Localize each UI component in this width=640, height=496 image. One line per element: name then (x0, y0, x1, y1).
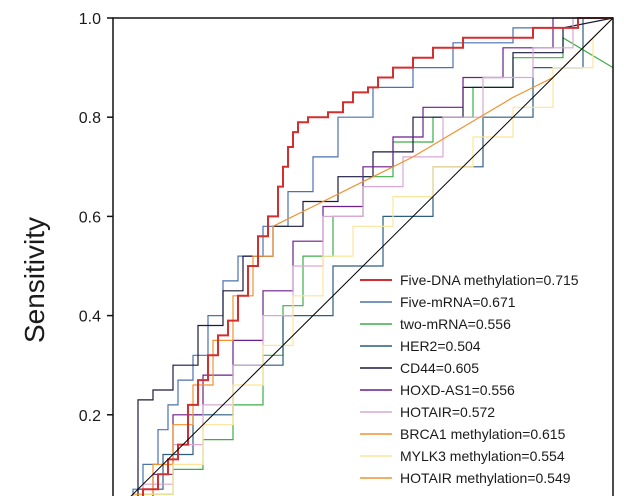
plot-frame (112, 17, 614, 496)
legend-label: BRCA1 methylation=0.615 (400, 426, 566, 442)
series-line-4 (137, 17, 613, 496)
legend-label: two-mRNA=0.556 (400, 316, 511, 332)
legend-label: CD44=0.605 (400, 360, 479, 376)
series-line-9 (142, 17, 614, 496)
legend-label: HOTAIR methylation=0.549 (400, 470, 571, 486)
y-tick-label: 0.6 (79, 209, 101, 226)
y-tick-label: 1.0 (79, 11, 101, 28)
legend-label: HOTAIR=0.572 (400, 404, 495, 420)
y-axis-title: Sensitivity (19, 217, 50, 343)
legend-label: Five-mRNA=0.671 (400, 294, 516, 310)
y-tick-label: 0.8 (79, 110, 101, 127)
legend-label: HER2=0.504 (400, 338, 481, 354)
legend: Five-DNA methylation=0.715 Five-mRNA=0.67… (360, 272, 579, 486)
legend-label: Five-DNA methylation=0.715 (400, 272, 579, 288)
y-tick-label: 0.2 (79, 408, 101, 425)
legend-label: MYLK3 methylation=0.554 (400, 448, 565, 464)
legend-label: HOXD-AS1=0.556 (400, 382, 515, 398)
reference-diagonal-line (130, 17, 614, 496)
y-axis-ticks: 0.2 0.4 0.6 0.8 1.0 (79, 11, 113, 425)
y-tick-label: 0.4 (79, 309, 101, 326)
